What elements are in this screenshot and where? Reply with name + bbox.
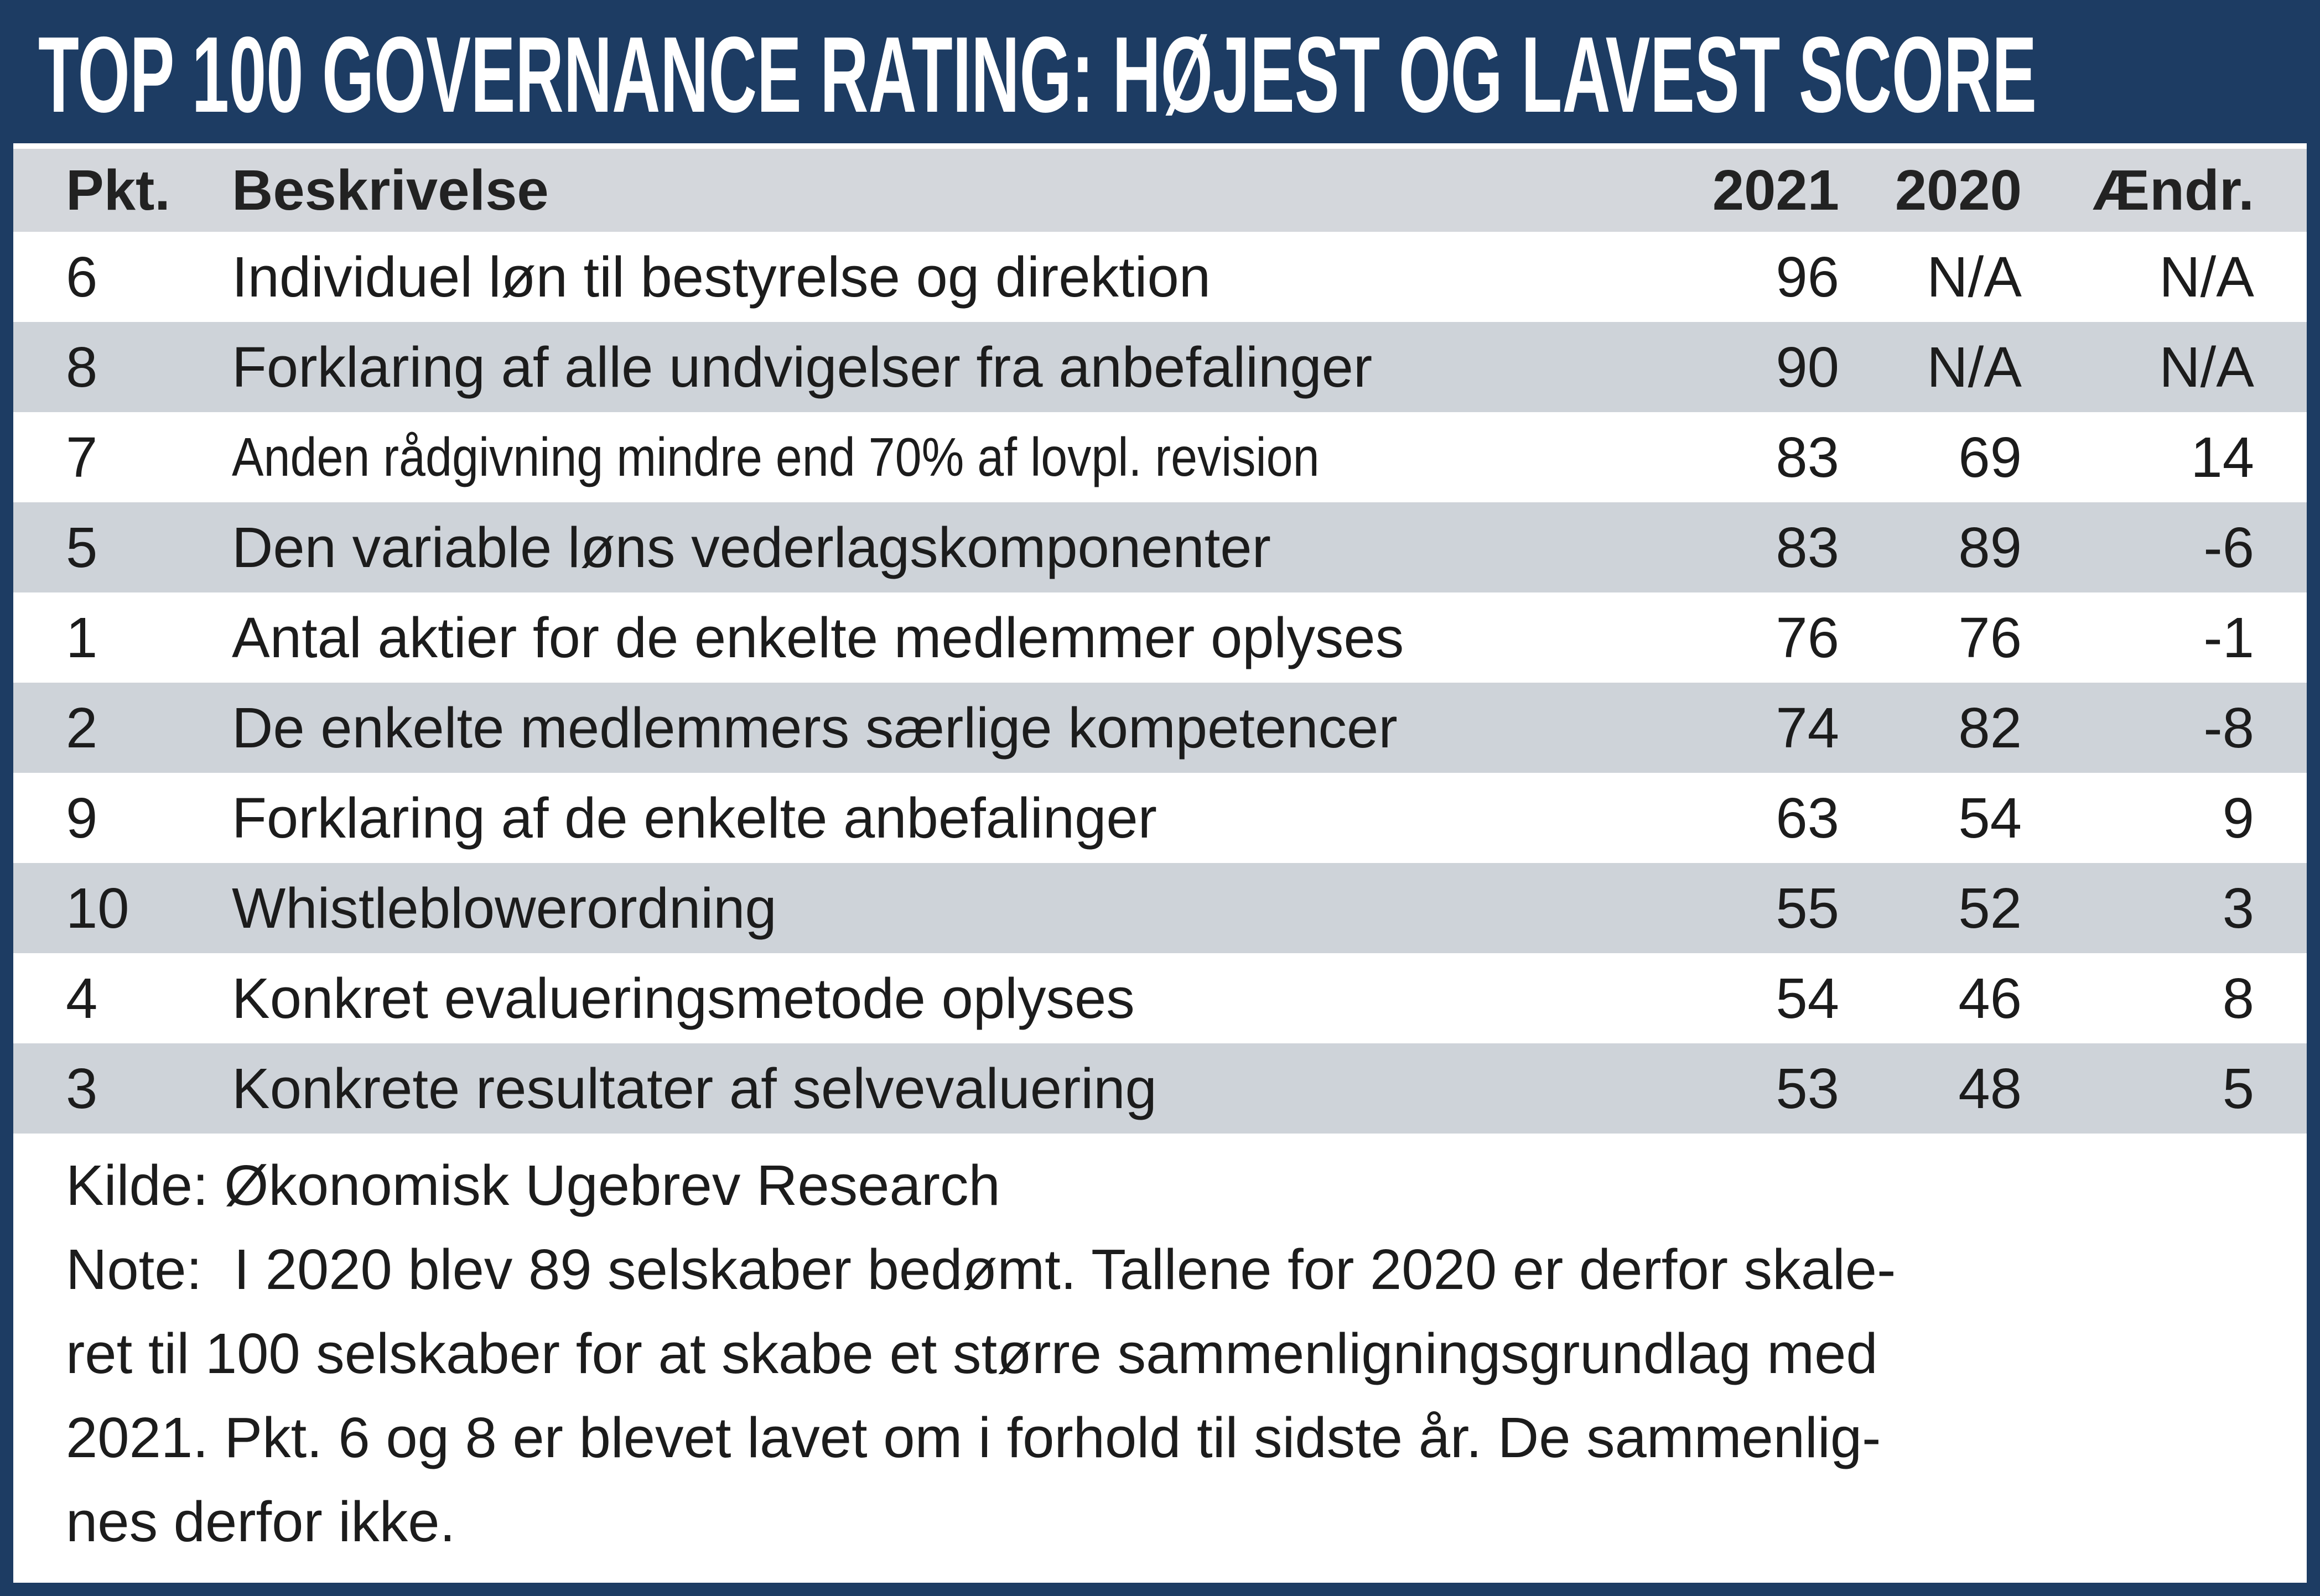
table-row: 5 Den variable løns vederlagskomponenter… <box>13 502 2307 592</box>
cell-pkt: 3 <box>66 1056 98 1120</box>
cell-2021: 53 <box>1776 1056 1839 1120</box>
table-row: 3 Konkrete resultater af selvevaluering … <box>13 1043 2307 1134</box>
cell-pkt: 8 <box>66 335 98 399</box>
cell-2020: N/A <box>1927 245 2022 309</box>
table-header-row: Pkt. Beskrivelse 2021 2020 Ændr. <box>13 149 2307 232</box>
note-line: 2021. Pkt. 6 og 8 er blevet lavet om i f… <box>66 1406 1881 1469</box>
cell-2020: N/A <box>1927 335 2022 399</box>
cell-aendr: N/A <box>2159 245 2254 309</box>
cell-pkt: 1 <box>66 605 98 669</box>
cell-pkt: 2 <box>66 695 98 760</box>
cell-2021: 63 <box>1776 786 1839 850</box>
cell-2020: 48 <box>1958 1056 2022 1120</box>
cell-2021: 83 <box>1776 425 1839 489</box>
cell-pkt: 9 <box>66 786 98 850</box>
cell-pkt: 10 <box>66 876 129 940</box>
cell-2021: 55 <box>1776 876 1839 940</box>
cell-2020: 69 <box>1958 425 2022 489</box>
cell-aendr: -1 <box>2203 605 2254 669</box>
cell-2021: 54 <box>1776 966 1839 1030</box>
table-row: 1 Antal aktier for de enkelte medlemmer … <box>13 592 2307 683</box>
cell-beskrivelse: Antal aktier for de enkelte medlemmer op… <box>232 605 1404 669</box>
table-row: 6 Individuel løn til bestyrelse og direk… <box>13 232 2307 322</box>
cell-pkt: 4 <box>66 966 98 1030</box>
cell-beskrivelse: Den variable løns vederlagskomponenter <box>232 515 1271 579</box>
table-row: 2 De enkelte medlemmers særlige kompeten… <box>13 683 2307 773</box>
table-row: 4 Konkret evalueringsmetode oplyses 54 4… <box>13 953 2307 1043</box>
column-header-aendr: Ændr. <box>2093 158 2254 222</box>
table-row: 10 Whistleblowerordning 55 52 3 <box>13 863 2307 953</box>
note-line: Note: I 2020 blev 89 selskaber bedømt. T… <box>66 1238 1896 1301</box>
table-body: 6 Individuel løn til bestyrelse og direk… <box>13 232 2307 1134</box>
cell-2020: 52 <box>1958 876 2022 940</box>
cell-2021: 74 <box>1776 695 1839 760</box>
cell-aendr: -8 <box>2203 695 2254 760</box>
note-line: nes derfor ikke. <box>66 1490 456 1553</box>
cell-2020: 76 <box>1958 605 2022 669</box>
column-header-pkt: Pkt. <box>66 158 170 222</box>
column-header-2021: 2021 <box>1712 158 1839 222</box>
cell-pkt: 5 <box>66 515 98 579</box>
cell-beskrivelse: Konkrete resultater af selvevaluering <box>232 1056 1157 1120</box>
cell-2020: 89 <box>1958 515 2022 579</box>
cell-2021: 96 <box>1776 245 1839 309</box>
cell-beskrivelse: Forklaring af de enkelte anbefalinger <box>232 786 1157 850</box>
cell-pkt: 7 <box>66 425 98 489</box>
source-line: Kilde: Økonomisk Ugebrev Research <box>66 1153 1000 1217</box>
cell-aendr: N/A <box>2159 335 2254 399</box>
cell-beskrivelse: De enkelte medlemmers særlige kompetence… <box>232 695 1398 760</box>
table-row: 7 Anden rådgivning mindre end 70% af lov… <box>13 412 2307 502</box>
table-row: 8 Forklaring af alle undvigelser fra anb… <box>13 322 2307 412</box>
cell-pkt: 6 <box>66 245 98 309</box>
cell-beskrivelse: Forklaring af alle undvigelser fra anbef… <box>232 335 1373 399</box>
cell-aendr: -6 <box>2203 515 2254 579</box>
cell-2021: 90 <box>1776 335 1839 399</box>
cell-2020: 82 <box>1958 695 2022 760</box>
cell-beskrivelse: Individuel løn til bestyrelse og direkti… <box>232 245 1211 309</box>
cell-aendr: 3 <box>2222 876 2254 940</box>
column-header-beskrivelse: Beskrivelse <box>232 158 549 222</box>
cell-beskrivelse: Anden rådgivning mindre end 70% af lovpl… <box>232 427 1320 487</box>
footer-notes: Kilde: Økonomisk Ugebrev Research Note: … <box>13 1134 2307 1583</box>
column-header-2020: 2020 <box>1895 158 2022 222</box>
title-bar: TOP 100 GOVERNANCE RATING: HØJEST OG LAV… <box>13 13 2307 143</box>
cell-aendr: 14 <box>2191 425 2254 489</box>
cell-2021: 76 <box>1776 605 1839 669</box>
cell-2020: 46 <box>1958 966 2022 1030</box>
cell-beskrivelse: Konkret evalueringsmetode oplyses <box>232 966 1135 1030</box>
note-line: ret til 100 selskaber for at skabe et st… <box>66 1322 1878 1385</box>
cell-2020: 54 <box>1958 786 2022 850</box>
cell-aendr: 5 <box>2222 1056 2254 1120</box>
cell-aendr: 8 <box>2222 966 2254 1030</box>
page-title: TOP 100 GOVERNANCE RATING: HØJEST OG LAV… <box>38 14 2037 135</box>
cell-beskrivelse: Whistleblowerordning <box>232 876 777 940</box>
cell-aendr: 9 <box>2222 786 2254 850</box>
table-row: 9 Forklaring af de enkelte anbefalinger … <box>13 773 2307 863</box>
cell-2021: 83 <box>1776 515 1839 579</box>
